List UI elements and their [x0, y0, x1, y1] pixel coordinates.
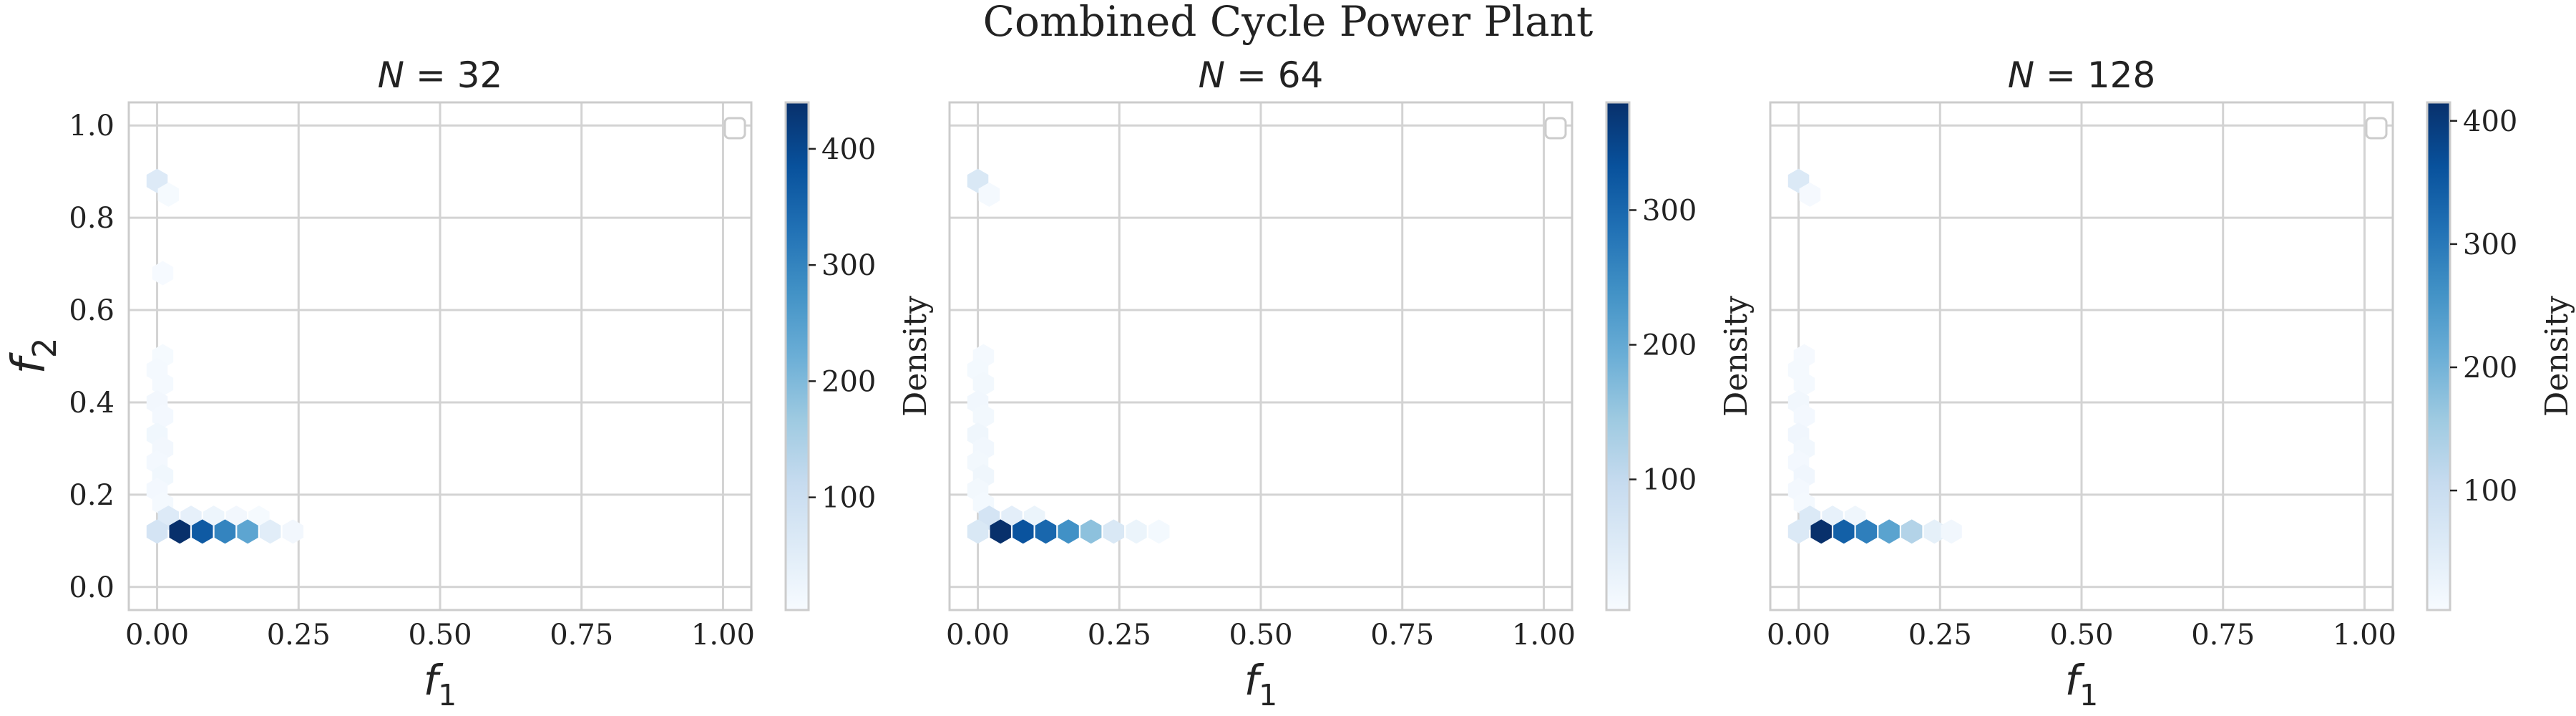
panel-2: 0.00 0.25 0.50 0.75 1.00 N = 64 f1 100 200 300 Den…	[946, 54, 1755, 712]
x-axis-label: f1	[424, 656, 457, 712]
axes-frame	[127, 101, 753, 611]
colorbar-tick-label: 300	[1642, 194, 1697, 227]
x-axis-label: f1	[2065, 656, 2099, 712]
hexbin-cell	[1923, 519, 1946, 544]
panel-title: N = 64	[1199, 54, 1324, 96]
colorbar-frame	[784, 101, 810, 611]
hexbin-cell	[978, 182, 1000, 207]
colorbar-tick-label: 200	[821, 365, 876, 398]
hexbin-cell	[192, 519, 213, 544]
colorbar-gradient	[1606, 102, 1629, 610]
hexbin-cell	[260, 519, 281, 544]
legend-box	[2365, 117, 2388, 140]
hexbin-cell	[1793, 404, 1815, 429]
colorbar-label: Density	[897, 296, 934, 417]
colorbar-tick-label: 400	[821, 133, 876, 166]
panel-title: N = 32	[378, 54, 503, 96]
x-tick-label: 0.50	[408, 619, 472, 652]
x-axis-label: f1	[1244, 656, 1278, 712]
y-tick-label: 0.0	[69, 571, 114, 604]
y-tick-label: 0.4	[69, 387, 114, 420]
x-tick-label: 0.00	[946, 619, 1010, 652]
hexbin-cell	[967, 519, 989, 544]
colorbar-tick-label: 100	[2463, 475, 2517, 508]
y-tick-label: 0.6	[69, 294, 114, 327]
panel-1: 0.00 0.25 0.50 0.75 1.00 0.0 0.2 0.4 0.6 0.8 1.0 N …	[3, 54, 934, 712]
hexbin-cell	[157, 182, 180, 207]
hexbin-cell	[169, 519, 190, 544]
hexbin-cell	[146, 519, 168, 544]
colorbar-tick-label: 200	[2463, 352, 2517, 384]
x-tick-label: 0.50	[1229, 619, 1292, 652]
colorbar-tick-label: 100	[1642, 464, 1697, 497]
colorbar-gradient	[2427, 102, 2450, 610]
x-tick-label: 0.75	[1370, 619, 1434, 652]
axes-frame	[948, 101, 1574, 611]
legend-box	[1544, 117, 1567, 140]
panel-3: 0.00 0.25 0.50 0.75 1.00 N = 128 f1 100 200 300 40…	[1767, 54, 2575, 712]
x-tick-label: 0.25	[267, 619, 331, 652]
hexbin-cell	[237, 519, 258, 544]
panel-title: N = 128	[2008, 54, 2156, 96]
x-tick-label: 0.25	[1088, 619, 1151, 652]
colorbar-gradient	[786, 102, 809, 610]
hexbin-cell	[1810, 519, 1832, 544]
panels: 0.00 0.25 0.50 0.75 1.00 0.0 0.2 0.4 0.6 0.8 1.0 N …	[3, 54, 2575, 712]
x-tick-label: 0.00	[125, 619, 189, 652]
hexbin-cell	[1126, 519, 1147, 544]
hexbin-cell	[214, 519, 236, 544]
hexbin-cell	[1799, 182, 1821, 207]
x-tick-label: 1.00	[1512, 619, 1576, 652]
colorbar-frame	[1605, 101, 1631, 611]
hexbin-cell	[1878, 519, 1900, 544]
colorbar-frame	[2426, 101, 2451, 611]
y-tick-label: 1.0	[69, 110, 114, 142]
hexbin-cell	[1058, 519, 1079, 544]
colorbar-tick-label: 200	[1642, 329, 1697, 362]
hexbin-cell	[1080, 519, 1102, 544]
axes-frame	[1769, 101, 2394, 611]
hexbin-cell	[1035, 519, 1057, 544]
hexbin-cell	[972, 372, 995, 397]
hexbin-cell	[990, 519, 1011, 544]
hexbin-cell	[1787, 519, 1810, 544]
colorbar: 100 200 300 400 Density	[2426, 101, 2575, 611]
colorbar: 100 200 300 Density	[1605, 101, 1755, 611]
colorbar: 100 200 300 400 Density	[784, 101, 934, 611]
hexbin-cell	[1148, 519, 1170, 544]
x-tick-label: 1.00	[2333, 619, 2396, 652]
hexbin-cell	[282, 519, 304, 544]
colorbar-tick-label: 300	[821, 249, 876, 282]
y-axis-label: f2	[3, 337, 64, 374]
hexbin-cell	[152, 404, 174, 429]
legend-box	[723, 117, 746, 140]
hexbin-cell	[1793, 372, 1815, 397]
hexbin-cell	[152, 261, 174, 286]
figure-suptitle: Combined Cycle Power Plant	[983, 0, 1594, 46]
colorbar-tick-label: 300	[2463, 228, 2517, 261]
colorbar-tick-label: 100	[821, 482, 876, 515]
x-tick-label: 0.75	[2191, 619, 2255, 652]
hexbin-cell	[1103, 519, 1125, 544]
hexbin-cell	[1901, 519, 1923, 544]
hexbin-cell	[152, 372, 174, 397]
hexbin-cell	[1013, 519, 1034, 544]
hexbin-cell	[1941, 519, 1962, 544]
hexbin-cell	[1855, 519, 1878, 544]
colorbar-label: Density	[1718, 296, 1755, 417]
x-tick-label: 0.50	[2049, 619, 2113, 652]
hexbin-cell	[972, 404, 995, 429]
colorbar-label: Density	[2539, 296, 2575, 417]
y-tick-label: 0.2	[69, 479, 114, 512]
hexbin-cell	[1833, 519, 1855, 544]
x-tick-label: 1.00	[691, 619, 755, 652]
colorbar-tick-label: 400	[2463, 105, 2517, 138]
x-tick-label: 0.00	[1767, 619, 1830, 652]
x-tick-label: 0.25	[1908, 619, 1972, 652]
y-tick-label: 0.8	[69, 202, 114, 235]
x-tick-label: 0.75	[550, 619, 613, 652]
